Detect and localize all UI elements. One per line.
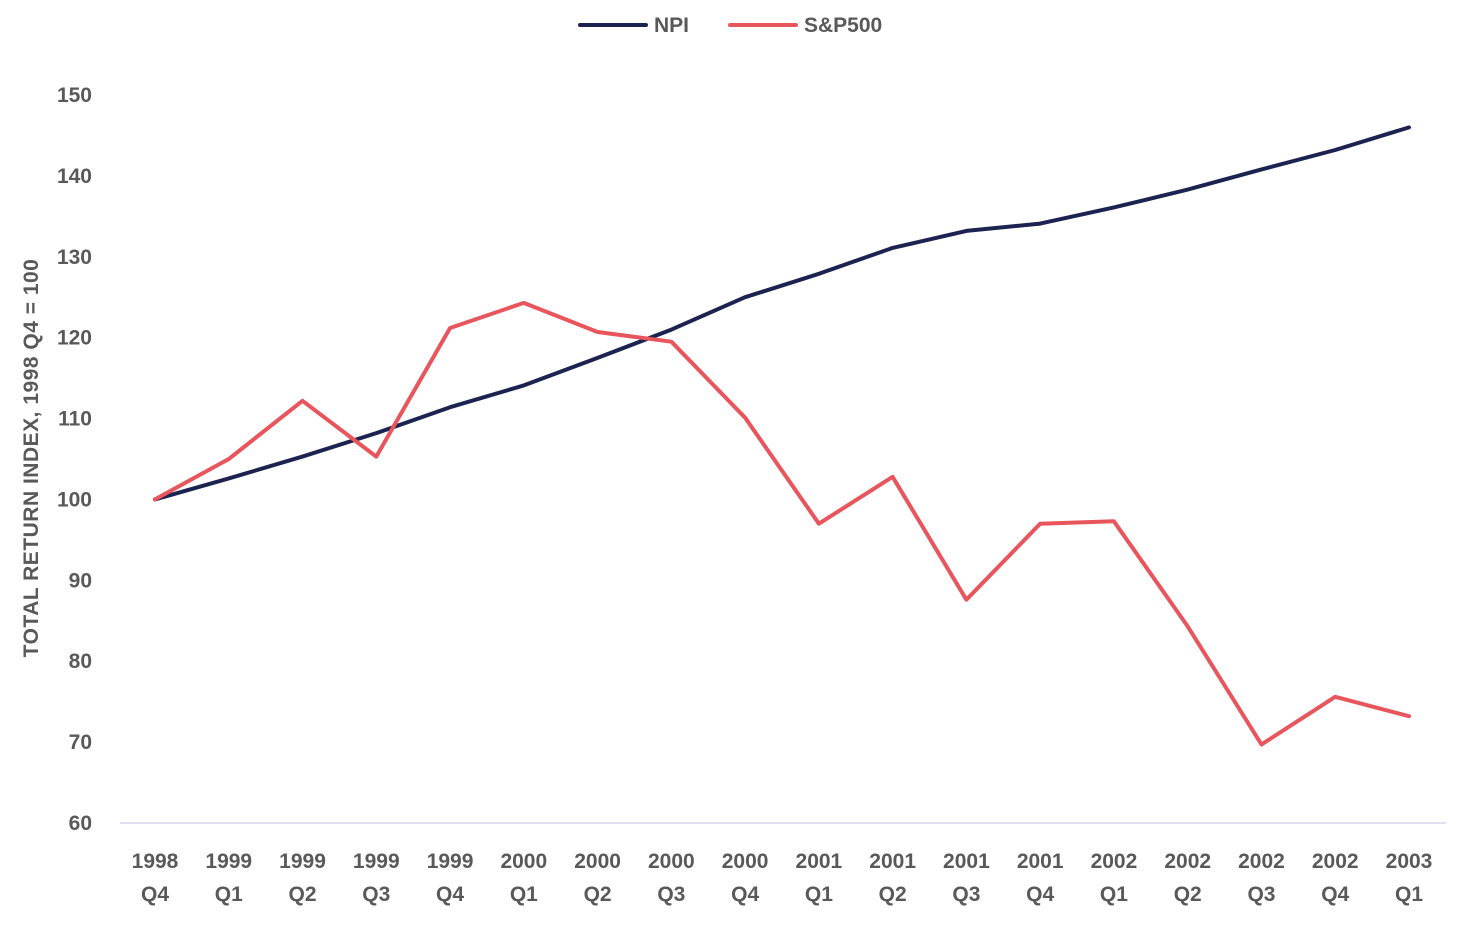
y-tick-label: 110: [58, 408, 92, 431]
y-tick-label: 120: [57, 327, 92, 350]
y-tick-label: 70: [69, 731, 92, 754]
y-tick-label: 140: [57, 165, 92, 188]
x-tick-label: 2003 Q1: [1386, 850, 1433, 906]
legend-label: S&P500: [804, 14, 882, 37]
y-axis-title: TOTAL RETURN INDEX, 1998 Q4 = 100: [20, 259, 43, 658]
x-axis: 1998 Q4 1999 Q1 1999 Q2 1999 Q3 1999 Q4 2000 Q1 2000…: [120, 822, 1446, 906]
x-tick-label: 2000 Q4: [722, 850, 769, 906]
y-tick-label: 130: [57, 246, 92, 269]
y-tick-label: 60: [69, 812, 92, 835]
legend-label: NPI: [654, 14, 689, 37]
x-tick-label: 2001 Q1: [796, 850, 843, 906]
x-tick-label: 2001 Q3: [943, 850, 990, 906]
x-tick-label: 2002 Q2: [1164, 850, 1211, 906]
x-tick-label: 1999 Q2: [279, 850, 326, 906]
y-tick-label: 150: [57, 84, 92, 107]
x-tick-label: 1999 Q4: [427, 850, 474, 906]
x-tick-label: 2002 Q1: [1091, 850, 1138, 906]
legend: NPI S&P500: [578, 14, 882, 37]
y-tick-label: 80: [69, 650, 92, 673]
x-tick-label: 2001 Q4: [1017, 850, 1064, 906]
x-tick-label: 2002 Q3: [1238, 850, 1285, 906]
x-tick-label: 1999 Q3: [353, 850, 400, 906]
y-tick-label: 90: [69, 569, 92, 592]
x-tick-label: 2000 Q1: [500, 850, 547, 906]
series-layer: [153, 125, 1411, 747]
x-tick-label: 2000 Q3: [648, 850, 695, 906]
x-tick-label: 2001 Q2: [869, 850, 916, 906]
x-tick-label: 2000 Q2: [574, 850, 621, 906]
x-tick-label: 1999 Q1: [205, 850, 252, 906]
y-axis: 60 70 80 90 100 110 120 130 140 150: [57, 84, 92, 835]
x-tick-label: 1998 Q4: [132, 850, 179, 906]
series-line-npi: [153, 125, 1411, 502]
series-line-sp500: [153, 300, 1411, 747]
y-tick-label: 100: [57, 488, 92, 511]
x-tick-label: 2002 Q4: [1312, 850, 1359, 906]
